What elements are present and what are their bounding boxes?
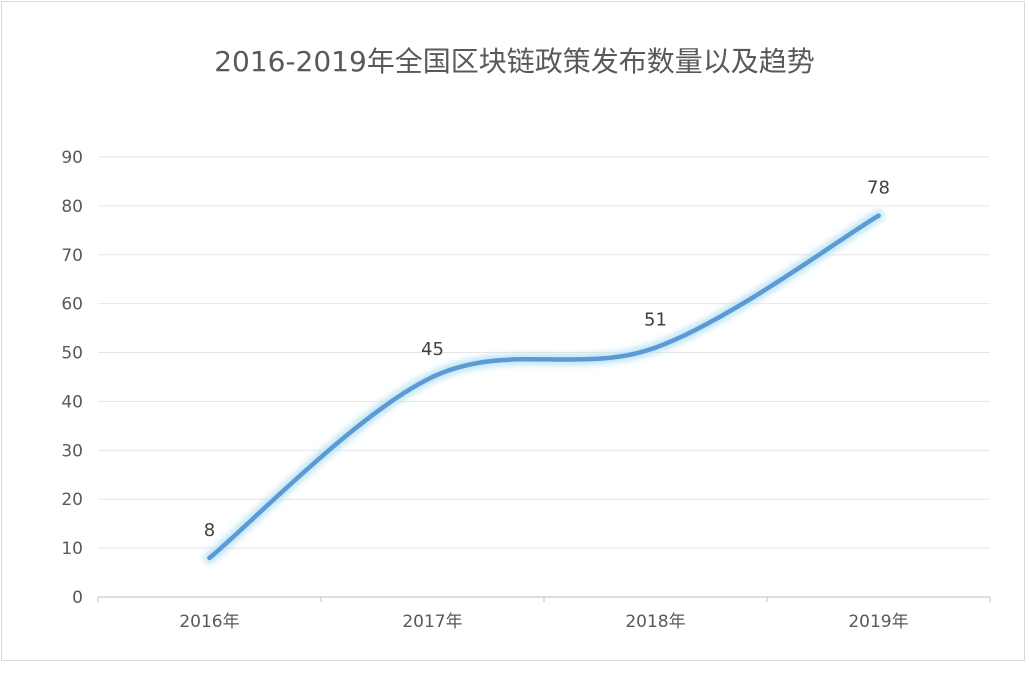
y-tick-label: 80 <box>61 197 83 217</box>
data-point <box>430 374 435 380</box>
x-tick-label: 2018年 <box>625 612 685 632</box>
y-tick-label: 50 <box>61 344 83 364</box>
data-label: 51 <box>644 310 667 331</box>
y-tick-label: 70 <box>61 246 83 266</box>
y-tick-label: 20 <box>61 490 83 510</box>
data-point <box>653 345 658 350</box>
y-tick-label: 0 <box>72 588 83 608</box>
data-point <box>207 555 212 561</box>
series-line <box>207 213 881 561</box>
y-tick-label: 90 <box>61 148 83 168</box>
y-tick-label: 30 <box>61 441 83 461</box>
data-label: 45 <box>421 339 444 360</box>
y-tick-label: 40 <box>61 392 83 412</box>
x-tick-label: 2017年 <box>402 612 462 632</box>
data-point <box>876 213 881 218</box>
x-tick-label: 2019年 <box>848 612 908 632</box>
y-tick-label: 60 <box>61 295 83 315</box>
y-tick-label: 10 <box>61 539 83 559</box>
data-label: 78 <box>867 178 890 199</box>
series-line-glow <box>203 209 885 564</box>
chart-title: 2016-2019年全国区块链政策发布数量以及趋势 <box>214 45 815 78</box>
chart-frame <box>1 1 1025 661</box>
x-tick-label: 2016年 <box>179 612 239 632</box>
data-label: 8 <box>204 520 215 541</box>
